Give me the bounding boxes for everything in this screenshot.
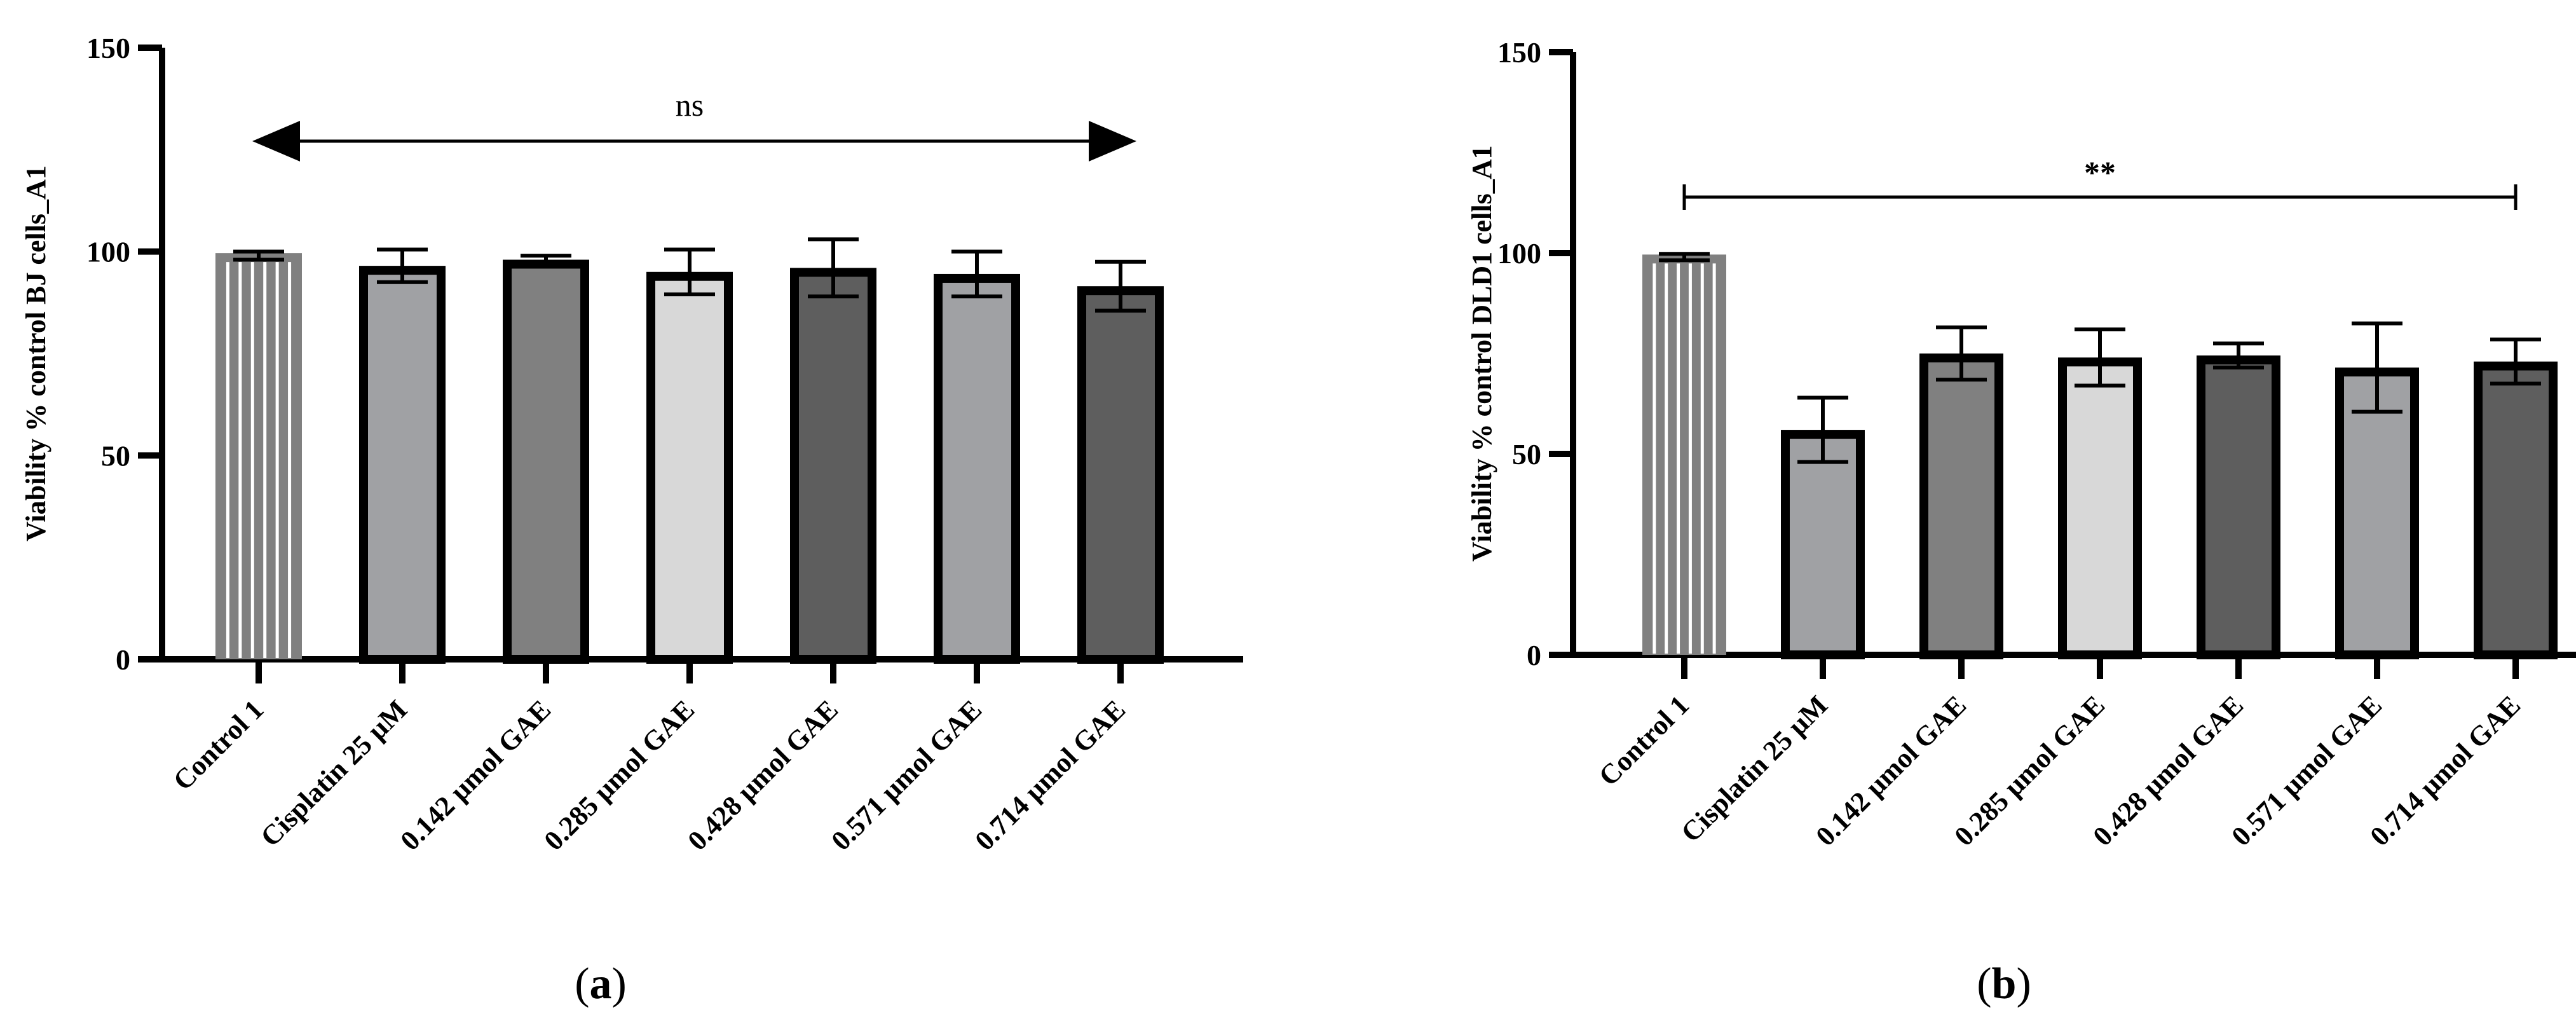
bar: [1919, 354, 2003, 659]
chart-panel-b: 0 50 100 150 Viability % control DLD1 cells_…: [1466, 36, 2576, 1008]
bar-control: [1642, 257, 1726, 655]
bar: [359, 266, 446, 664]
y-tick-label: 150: [86, 32, 130, 64]
y-tick-label: 100: [1497, 237, 1541, 270]
bar: [790, 268, 876, 664]
significance-label: ns: [676, 87, 704, 123]
bar: [2058, 357, 2142, 659]
x-tick-label: 0.714 µmol GAE: [2364, 689, 2526, 852]
y-axis-label: Viability % control DLD1 cells_A1: [1466, 145, 1497, 561]
arrowhead-left: [252, 121, 300, 161]
y-axis-label: Viability % control BJ cells_A1: [20, 165, 51, 542]
y-tick-label: 100: [86, 236, 130, 268]
y-tick-label: 50: [1512, 438, 1541, 470]
panel-label: (a): [575, 959, 627, 1008]
bar: [2335, 367, 2419, 659]
arrowhead-right: [1089, 121, 1136, 161]
x-tick-label: Cisplatin 25 µM: [254, 694, 413, 853]
y-tick-label: 50: [101, 439, 130, 472]
chart-panel-a: 0 50 100 150 Viability % control BJ cells_A1…: [20, 32, 1243, 1008]
x-tick-label: 0.142 µmol GAE: [1809, 689, 1972, 852]
x-tick-label: Control 1: [167, 694, 269, 796]
y-tick-label: 0: [116, 643, 130, 676]
bar: [1077, 286, 1164, 664]
x-tick-label: 0.571 µmol GAE: [825, 694, 988, 856]
x-tick-label: Cisplatin 25 µM: [1675, 689, 1834, 848]
x-tick-label: 0.571 µmol GAE: [2225, 689, 2388, 852]
x-tick-label: 0.285 µmol GAE: [538, 694, 700, 856]
bar: [646, 271, 733, 664]
x-tick-label: Control 1: [1593, 689, 1695, 792]
bar-control: [215, 256, 302, 660]
bar: [2474, 361, 2558, 659]
bar: [934, 273, 1020, 664]
panel-label: (b): [1977, 959, 2031, 1008]
y-tick-label: 0: [1527, 639, 1541, 671]
x-tick-label: 0.428 µmol GAE: [681, 694, 844, 856]
significance-label: **: [2084, 154, 2116, 190]
bar: [2197, 355, 2280, 659]
x-tick-label: 0.428 µmol GAE: [2087, 689, 2249, 852]
bar: [1781, 430, 1865, 660]
x-tick-label: 0.142 µmol GAE: [394, 694, 557, 856]
y-tick-label: 150: [1497, 36, 1541, 69]
x-tick-label: 0.714 µmol GAE: [969, 694, 1131, 856]
bar: [503, 259, 589, 664]
x-tick-label: 0.285 µmol GAE: [1948, 689, 2111, 852]
